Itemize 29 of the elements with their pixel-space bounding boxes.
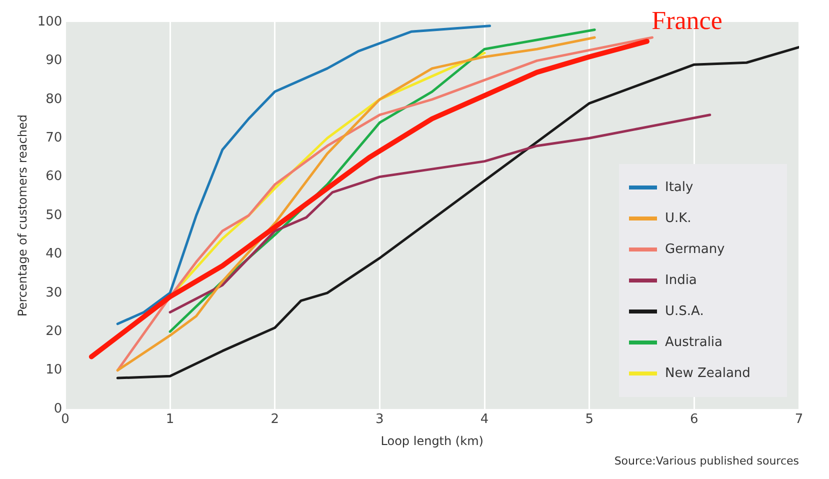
y-tick-label: 60	[46, 169, 62, 184]
legend-label: Australia	[665, 334, 723, 350]
y-tick-label: 90	[46, 53, 62, 68]
x-tick-label: 7	[794, 412, 804, 428]
source-note: Source:Various published sources	[614, 454, 800, 468]
y-tick-label: 50	[46, 208, 62, 223]
y-tick-label: 80	[46, 92, 62, 107]
y-tick-label: 70	[46, 130, 62, 146]
legend-label: Italy	[665, 180, 694, 195]
x-tick-label: 2	[270, 412, 280, 428]
legend-label: Germany	[665, 242, 726, 257]
y-tick-label: 0	[54, 401, 62, 416]
x-tick-label: 1	[166, 412, 174, 428]
y-tick-label: 40	[46, 246, 62, 262]
y-axis-title: Percentage of customers reached	[15, 114, 30, 316]
y-tick-label: 100	[37, 14, 62, 30]
y-tick-label: 10	[46, 362, 62, 378]
legend-label: India	[665, 272, 697, 288]
y-tick-label: 20	[46, 324, 62, 339]
y-tick-label: 30	[46, 285, 62, 300]
legend-label: U.K.	[665, 210, 692, 226]
legend-label: New Zealand	[665, 366, 750, 381]
x-tick-label: 4	[480, 412, 489, 428]
x-axis-title: Loop length (km)	[380, 434, 484, 448]
legend-label: U.S.A.	[665, 304, 704, 319]
x-tick-label: 3	[376, 412, 384, 428]
x-tick-label: 6	[690, 412, 698, 428]
series-label: France	[652, 6, 722, 36]
x-tick-label: 5	[585, 412, 594, 428]
